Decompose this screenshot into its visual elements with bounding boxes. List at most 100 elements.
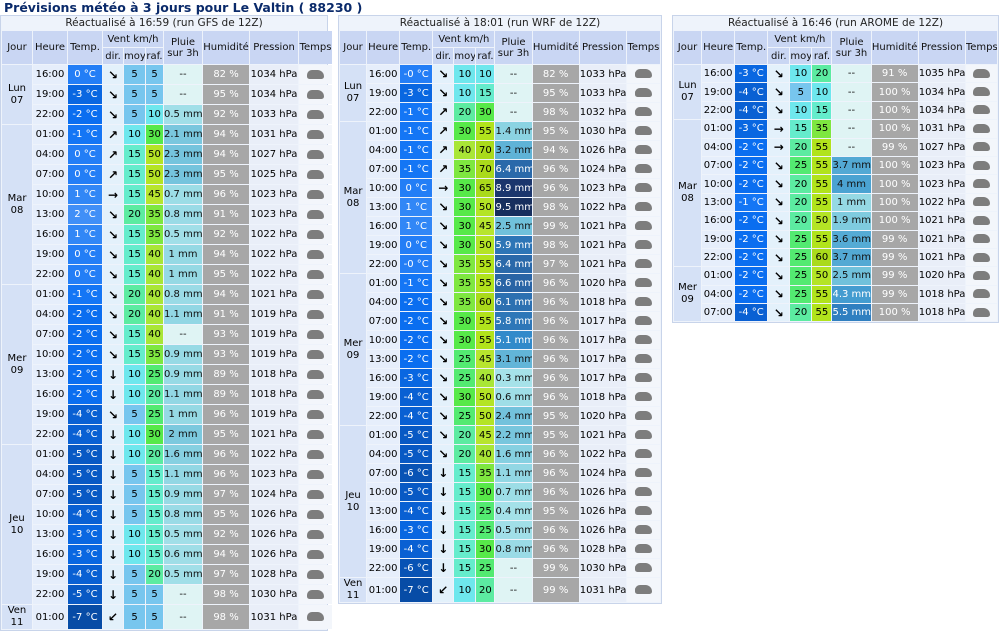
rain: -- — [495, 103, 532, 121]
forecast-row: 19:00 0 °C ↘ 30 50 5.9 mm 98 % 1021 hPa — [340, 236, 660, 254]
humidity: 95 % — [532, 502, 579, 520]
hour: 13:00 — [33, 525, 67, 544]
wind-direction: ↘ — [103, 305, 123, 324]
wind-speed: 10 — [124, 445, 145, 464]
wind-direction: ↘ — [103, 285, 123, 304]
day-cell: Mer 09 — [340, 274, 367, 425]
temperature: -2 °C — [735, 138, 768, 156]
wind-direction: ↘ — [433, 217, 454, 235]
wind-direction: ↓ — [433, 483, 454, 501]
rain: 5.8 mm — [495, 312, 532, 330]
humidity: 95 % — [203, 265, 250, 284]
weather-icon — [634, 259, 652, 268]
day-date: 09 — [10, 364, 24, 376]
pressure: 1031 hPa — [579, 578, 626, 602]
wind-direction: ↓ — [103, 505, 123, 524]
weather-icon — [634, 449, 652, 458]
weather-icon-cell — [626, 502, 660, 520]
forecast-panel: Réactualisé à 16:46 (run AROME de 12Z) Jo… — [672, 15, 999, 324]
wind-speed: 10 — [124, 125, 145, 144]
day-cell: Mer 09 — [674, 267, 702, 322]
weather-icon-cell — [626, 388, 660, 406]
forecast-row: 16:00 -2 °C ↓ 10 20 1.1 mm 89 % 1018 hPa — [2, 385, 333, 404]
header-row: dir.moy.raf. — [340, 48, 660, 64]
weather-icon-cell — [299, 345, 333, 364]
hour: 16:00 — [367, 369, 400, 387]
rain: 3.2 mm — [495, 141, 532, 159]
wind-gust: 55 — [476, 331, 495, 349]
wind-speed: 35 — [454, 293, 476, 311]
weather-icon — [972, 234, 990, 244]
weather-icon — [307, 309, 325, 319]
rain: 9.5 mm — [495, 198, 532, 216]
column-header: Pluie sur 3h — [832, 31, 871, 64]
humidity: 100 % — [871, 83, 918, 101]
wind-direction: ↘ — [103, 265, 123, 284]
rain: -- — [164, 605, 203, 629]
hour: 07:00 — [33, 485, 67, 504]
weather-icon — [307, 289, 325, 299]
column-header: moy. — [124, 48, 145, 64]
wind-direction: ↘ — [433, 369, 454, 387]
hour: 01:00 — [367, 578, 400, 602]
humidity: 93 % — [203, 325, 250, 344]
forecast-row: 22:00 -0 °C ↘ 35 55 6.4 mm 97 % 1021 hPa — [340, 255, 660, 273]
weather-icon — [634, 240, 652, 249]
wind-gust: 5 — [146, 605, 164, 629]
hour: 10:00 — [33, 345, 67, 364]
temperature: 0 °C — [68, 145, 102, 164]
wind-gust: 55 — [812, 138, 832, 156]
wind-direction: ↓ — [433, 464, 454, 482]
wind-gust: 15 — [146, 465, 164, 484]
temperature: -0 °C — [400, 255, 433, 273]
rain: -- — [164, 325, 203, 344]
humidity: 100 % — [871, 175, 918, 193]
column-header: Heure — [367, 31, 400, 64]
hour: 04:00 — [367, 293, 400, 311]
rain: 2 mm — [164, 425, 203, 444]
rain: 0.7 mm — [495, 483, 532, 501]
wind-speed: 20 — [790, 212, 812, 230]
temperature: -4 °C — [400, 502, 433, 520]
wind-direction: ↘ — [433, 198, 454, 216]
pressure: 1034 hPa — [918, 101, 965, 120]
forecast-row: 07:00 -2 °C ↘ 25 55 3.7 mm 100 % 1023 hPa — [674, 156, 997, 175]
day-date: 11 — [10, 617, 24, 628]
weather-icon-cell — [965, 267, 997, 285]
humidity: 97 % — [203, 565, 250, 584]
humidity: 96 % — [532, 350, 579, 368]
temperature: 0 °C — [68, 245, 102, 264]
wind-direction: ↘ — [433, 274, 454, 292]
wind-direction: ↓ — [433, 559, 454, 577]
pressure: 1033 hPa — [250, 105, 299, 124]
forecast-row: Lun 07 16:00 0 °C ↘ 5 5 -- 82 % 1034 hPa — [2, 65, 333, 124]
weather-icon-cell — [299, 525, 333, 544]
wind-speed: 15 — [124, 345, 145, 364]
forecast-row: 04:00 -1 °C ↗ 40 70 3.2 mm 94 % 1026 hPa — [340, 141, 660, 159]
wind-direction: → — [103, 185, 123, 204]
humidity: 96 % — [532, 274, 579, 292]
temperature: -2 °C — [68, 105, 102, 124]
wind-speed: 15 — [454, 483, 476, 501]
forecast-panel: Réactualisé à 16:59 (run GFS de 12Z) Jour… — [0, 15, 333, 631]
rain: 2.3 mm — [164, 145, 203, 164]
weather-icon-cell — [299, 485, 333, 504]
temperature: -5 °C — [68, 445, 102, 464]
weather-icon-cell — [299, 425, 333, 444]
pressure: 1018 hPa — [918, 304, 965, 322]
weather-icon — [972, 87, 990, 97]
wind-direction: ↓ — [103, 425, 123, 444]
forecast-row: 07:00 -4 °C ↘ 20 55 5.5 mm 100 % 1018 hPa — [674, 304, 997, 322]
day-date: 10 — [346, 501, 360, 513]
weather-icon — [634, 88, 652, 97]
humidity: 91 % — [871, 65, 918, 83]
temperature: 1 °C — [68, 185, 102, 204]
forecast-row: 04:00 -2 °C ↘ 25 55 4.3 mm 99 % 1018 hPa — [674, 285, 997, 304]
weather-icon — [307, 149, 325, 159]
weather-icon-cell — [299, 105, 333, 124]
rain: 5.9 mm — [495, 236, 532, 254]
wind-speed: 5 — [124, 85, 145, 104]
wind-gust: 30 — [476, 103, 495, 121]
weather-icon-cell — [965, 304, 997, 322]
temperature: -4 °C — [68, 565, 102, 584]
